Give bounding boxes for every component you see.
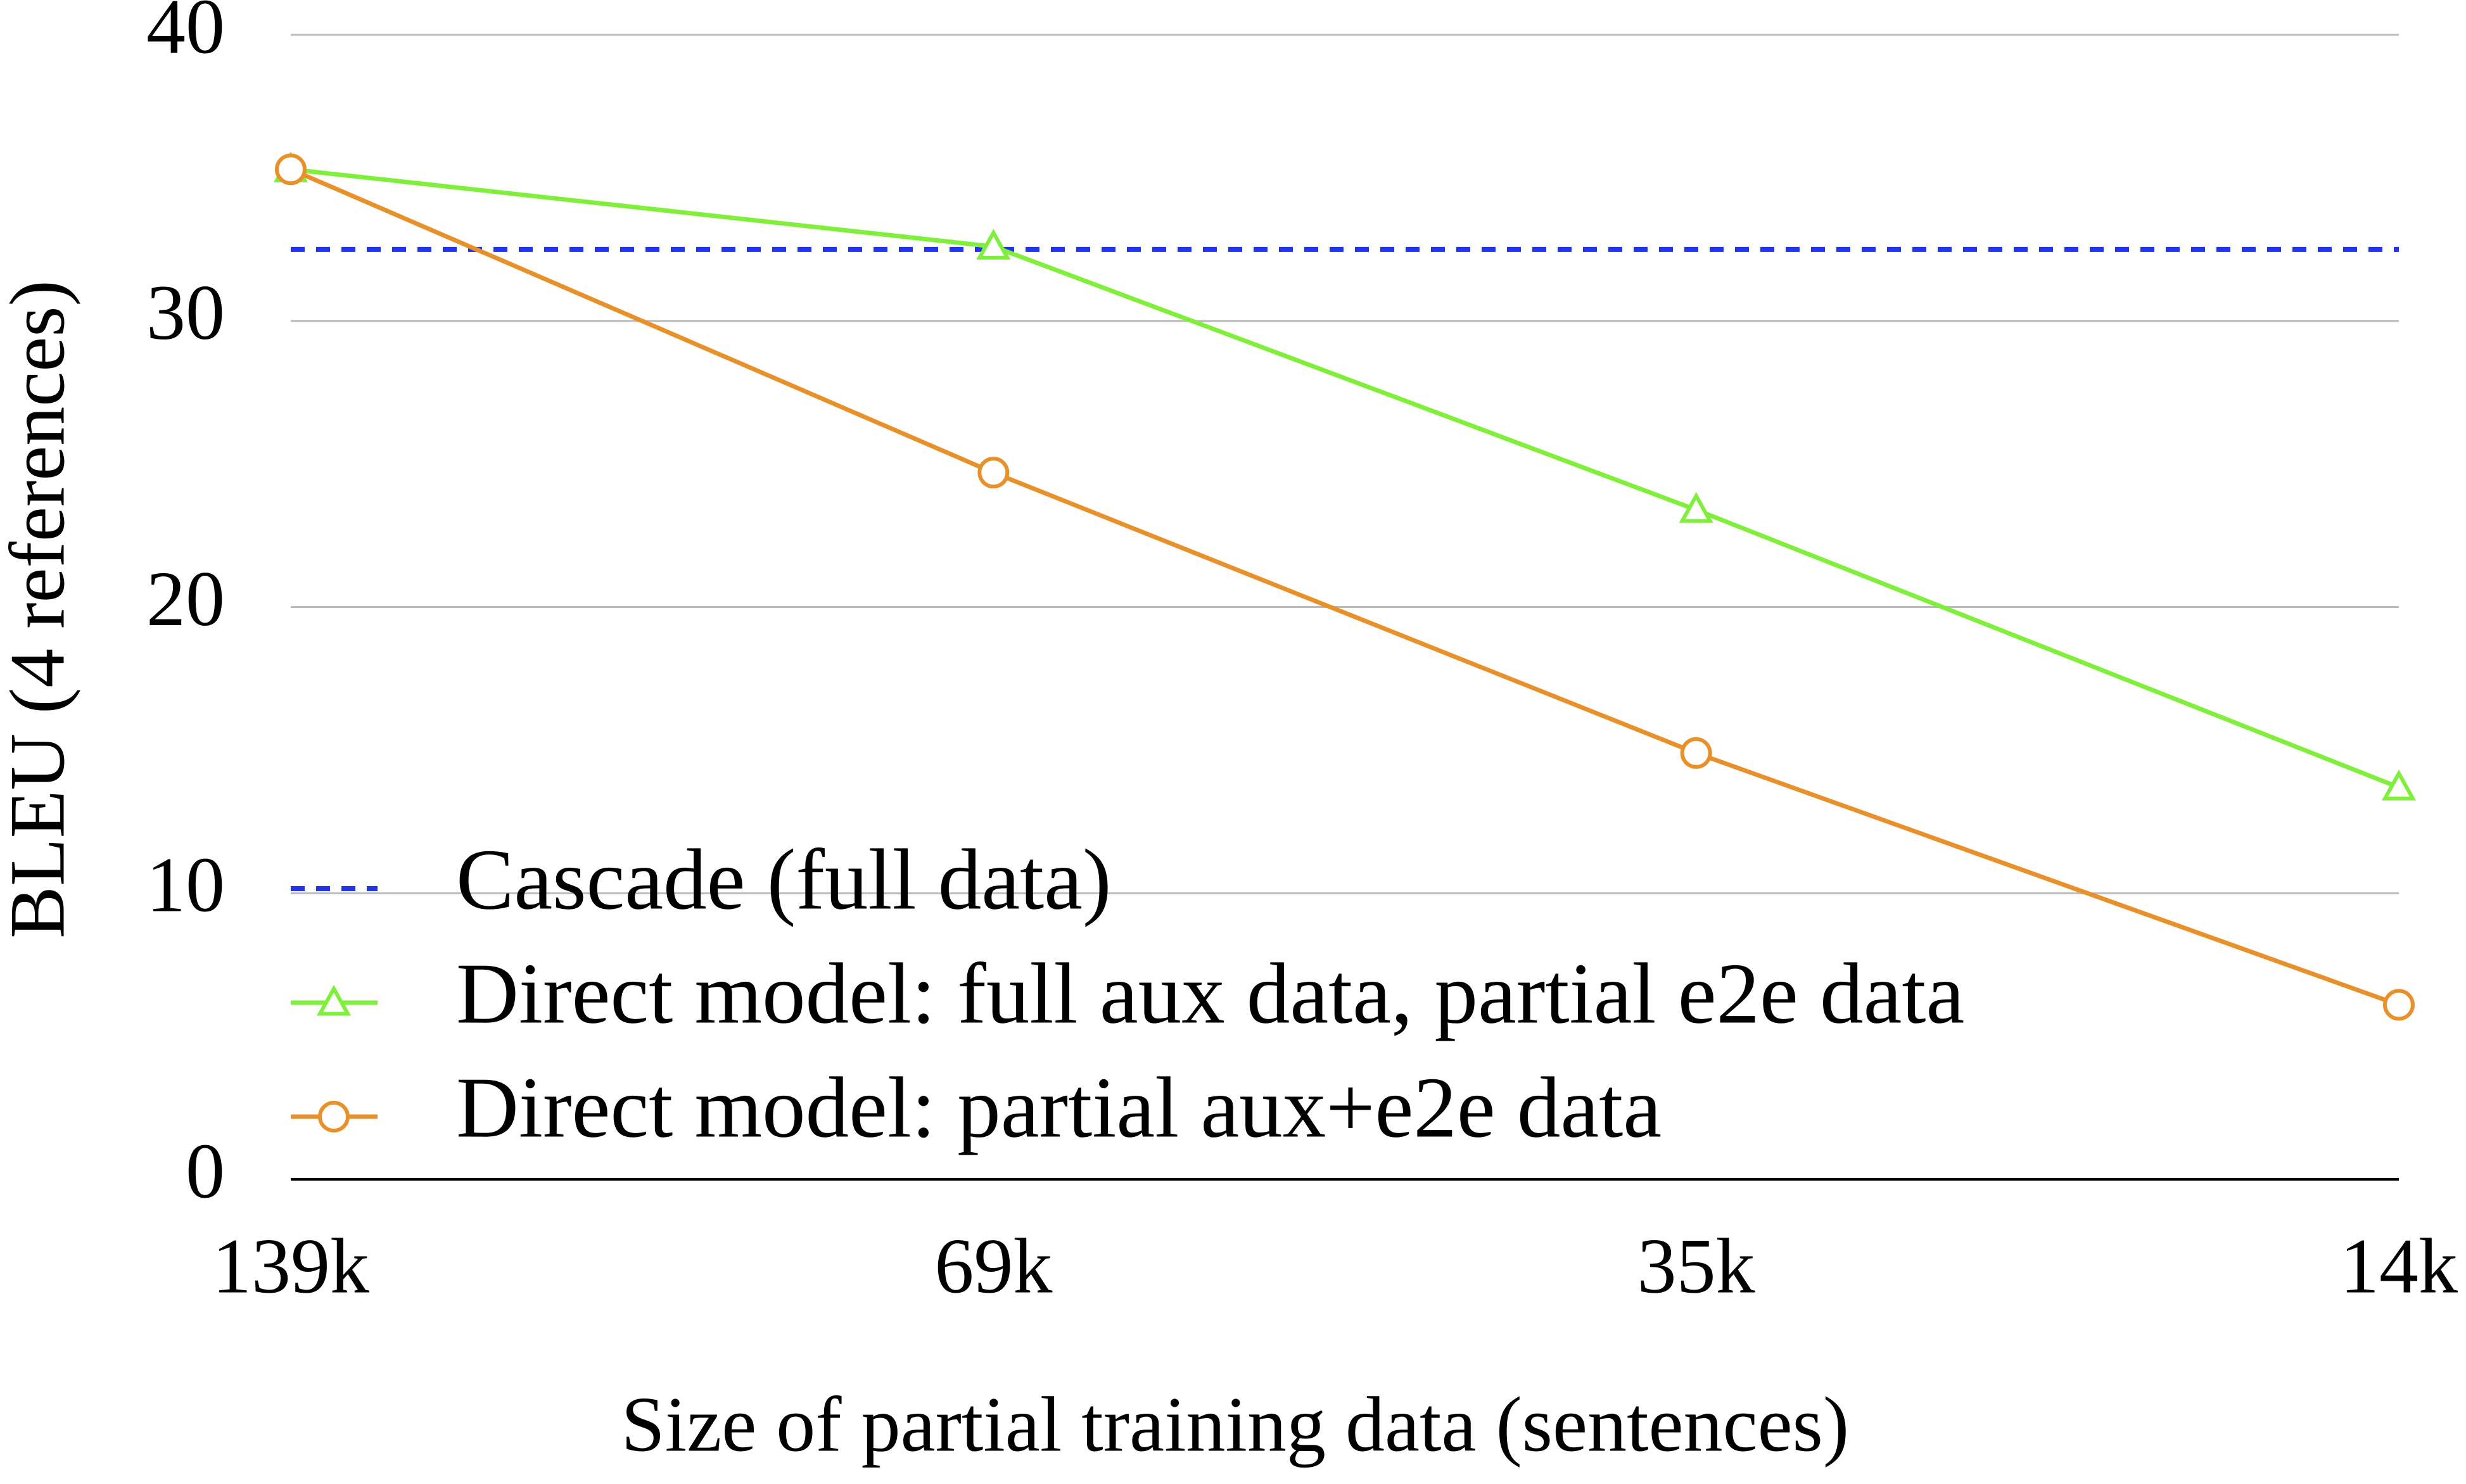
data-point [275, 153, 307, 186]
legend-label: Direct model: full aux data, partial e2e… [456, 945, 1964, 1041]
data-point [1679, 491, 1713, 523]
y-tick-label: 30 [146, 269, 225, 356]
y-tick-label: 0 [186, 1127, 225, 1214]
legend-label: Direct model: partial aux+e2e data [456, 1059, 1662, 1155]
data-point [976, 229, 1011, 260]
data-point [977, 457, 1010, 489]
legend-label: Cascade (full data) [456, 831, 1112, 927]
data-point [2383, 989, 2415, 1021]
x-tick-label: 139k [212, 1222, 369, 1309]
x-tick-label: 35k [1637, 1222, 1755, 1309]
data-point [1680, 737, 1712, 769]
series-line [290, 167, 2400, 790]
legend-marker [318, 1101, 350, 1132]
series-line [289, 167, 2400, 1007]
legend-marker [316, 984, 352, 1016]
y-tick-label: 40 [146, 0, 225, 70]
data-point [2381, 769, 2417, 801]
y-axis-title: BLEU (4 references) [0, 280, 80, 939]
y-tick-label: 20 [146, 555, 225, 642]
x-tick-label: 69k [934, 1222, 1052, 1309]
x-tick-label: 14k [2340, 1222, 2458, 1309]
y-tick-label: 10 [146, 842, 225, 929]
x-axis-title: Size of partial training data (sentences… [621, 1381, 1849, 1468]
